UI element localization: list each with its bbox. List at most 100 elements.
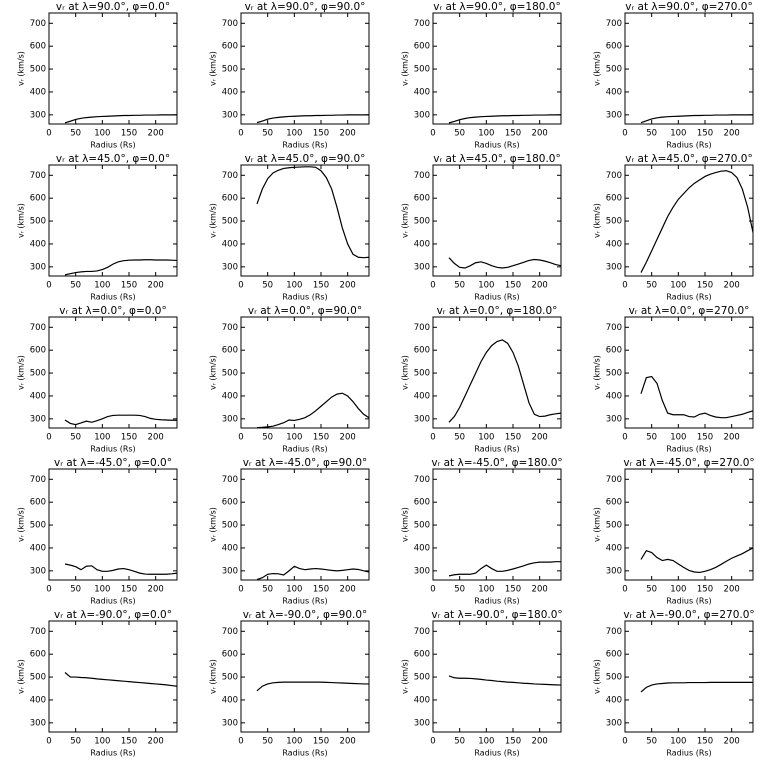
- panel-title: vᵣ at λ=90.0°, φ=270.0°: [625, 1, 753, 13]
- plot-frame: [432, 316, 562, 429]
- x-axis-label: Radius (Rs): [474, 749, 519, 758]
- x-tick-label: 150: [313, 281, 329, 291]
- x-tick-label: 0: [430, 129, 435, 139]
- x-tick-label: 200: [532, 737, 548, 747]
- y-tick-label: 400: [606, 543, 622, 553]
- y-tick-label: 300: [606, 566, 622, 576]
- plot-frame: [624, 468, 754, 581]
- x-tick-label: 0: [430, 281, 435, 291]
- x-tick-label: 150: [121, 129, 137, 139]
- x-tick-label: 100: [94, 129, 110, 139]
- y-tick-label: 300: [222, 110, 238, 120]
- y-tick-label: 300: [30, 718, 46, 728]
- x-tick-label: 100: [478, 129, 494, 139]
- y-tick-label: 400: [414, 87, 430, 97]
- y-tick-label: 600: [414, 650, 430, 660]
- plot-frame: [624, 620, 754, 733]
- x-tick-label: 0: [238, 433, 243, 443]
- y-tick-label: 300: [30, 414, 46, 424]
- x-tick-label: 200: [148, 737, 164, 747]
- y-tick-label: 700: [222, 475, 238, 485]
- y-tick-label: 400: [30, 239, 46, 249]
- plot-frame: [240, 620, 370, 733]
- plot-frame: [432, 164, 562, 277]
- y-tick-label: 400: [222, 391, 238, 401]
- x-tick-label: 50: [454, 281, 465, 291]
- y-tick-label: 700: [606, 627, 622, 637]
- x-tick-label: 150: [121, 585, 137, 595]
- y-tick-label: 300: [222, 566, 238, 576]
- data-line: [256, 565, 369, 580]
- y-axis-label: vᵣ (km/s): [209, 507, 218, 542]
- x-tick-label: 0: [622, 433, 627, 443]
- panel: vᵣ at λ=0.0°, φ=90.0° 0 50 100 150 200 300 400 5…: [209, 305, 370, 454]
- x-tick-label: 0: [430, 737, 435, 747]
- x-axis-label: Radius (Rs): [90, 749, 135, 758]
- panel: vᵣ at λ=90.0°, φ=0.0° 0 50 100 150 200 300 400 5…: [17, 1, 178, 150]
- y-tick-label: 600: [606, 498, 622, 508]
- y-tick-label: 500: [606, 673, 622, 683]
- panel: vᵣ at λ=-45.0°, φ=90.0° 0 50 100 150 200 300 40…: [209, 457, 370, 606]
- x-tick-label: 50: [70, 129, 81, 139]
- y-axis-label: vᵣ (km/s): [401, 507, 410, 542]
- y-axis-label: vᵣ (km/s): [401, 203, 410, 238]
- data-line: [256, 392, 369, 428]
- x-tick-label: 100: [94, 281, 110, 291]
- y-tick-label: 500: [222, 673, 238, 683]
- x-tick-label: 150: [313, 585, 329, 595]
- y-tick-label: 700: [606, 323, 622, 333]
- x-tick-label: 0: [622, 737, 627, 747]
- y-tick-label: 700: [606, 19, 622, 29]
- y-tick-label: 700: [30, 171, 46, 181]
- plot-frame: [48, 12, 178, 125]
- x-axis-label: Radius (Rs): [282, 597, 327, 606]
- y-tick-label: 300: [606, 414, 622, 424]
- y-axis-label: vᵣ (km/s): [593, 355, 602, 390]
- x-tick-label: 50: [646, 433, 657, 443]
- x-tick-label: 0: [238, 281, 243, 291]
- data-line: [448, 114, 561, 124]
- data-line: [64, 414, 177, 426]
- x-tick-label: 50: [646, 585, 657, 595]
- y-tick-label: 400: [222, 543, 238, 553]
- panel-title: vᵣ at λ=90.0°, φ=90.0°: [245, 1, 366, 13]
- x-tick-label: 0: [622, 129, 627, 139]
- y-tick-label: 300: [414, 110, 430, 120]
- plot-frame: [240, 316, 370, 429]
- x-tick-label: 100: [286, 737, 302, 747]
- y-tick-label: 700: [606, 475, 622, 485]
- x-tick-label: 200: [340, 585, 356, 595]
- y-tick-label: 300: [222, 414, 238, 424]
- x-tick-label: 200: [532, 585, 548, 595]
- y-tick-label: 400: [222, 87, 238, 97]
- y-tick-label: 400: [30, 391, 46, 401]
- x-tick-label: 100: [478, 737, 494, 747]
- x-tick-label: 50: [70, 585, 81, 595]
- x-tick-label: 200: [148, 433, 164, 443]
- y-tick-label: 600: [30, 194, 46, 204]
- y-tick-label: 600: [414, 346, 430, 356]
- y-tick-label: 400: [222, 695, 238, 705]
- y-tick-label: 500: [414, 521, 430, 531]
- y-tick-label: 600: [30, 498, 46, 508]
- plot-frame: [48, 468, 178, 581]
- panel-title: vᵣ at λ=90.0°, φ=0.0°: [56, 1, 170, 13]
- x-tick-label: 150: [313, 737, 329, 747]
- y-tick-label: 700: [30, 475, 46, 485]
- x-tick-label: 100: [670, 585, 686, 595]
- x-tick-label: 100: [478, 281, 494, 291]
- panel: vᵣ at λ=0.0°, φ=270.0° 0 50 100 150 200 300 400…: [593, 305, 754, 454]
- y-tick-label: 400: [222, 239, 238, 249]
- x-tick-label: 0: [46, 129, 51, 139]
- data-line: [640, 547, 753, 574]
- x-tick-label: 50: [454, 129, 465, 139]
- y-tick-label: 600: [30, 346, 46, 356]
- plot-frame: [48, 620, 178, 733]
- x-tick-label: 50: [70, 281, 81, 291]
- x-axis-label: Radius (Rs): [666, 141, 711, 150]
- panel: vᵣ at λ=45.0°, φ=0.0° 0 50 100 150 200 300 400 5…: [17, 153, 178, 302]
- y-tick-label: 600: [414, 498, 430, 508]
- y-tick-label: 300: [222, 262, 238, 272]
- x-tick-label: 150: [505, 433, 521, 443]
